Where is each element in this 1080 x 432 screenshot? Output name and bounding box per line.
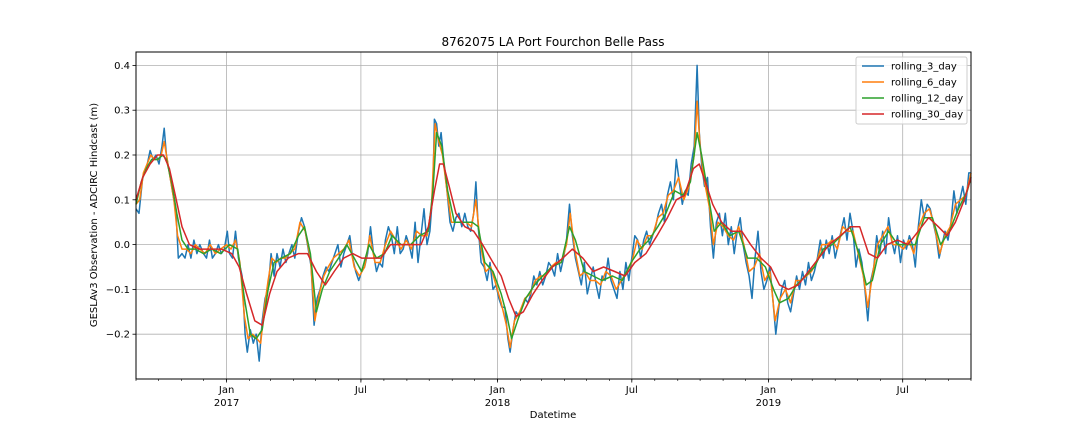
x-tick-label: Jan [760,385,776,396]
x-tick-year-label: 2019 [756,398,781,409]
x-axis-label: Datetime [530,410,577,421]
y-tick-label: −0.1 [106,285,130,296]
y-tick-label: 0.3 [114,106,130,117]
series-line-rolling-3-day [135,64,971,362]
plot-area-frame [135,51,972,380]
y-tick-label: 0.4 [114,61,130,72]
y-tick-label: −0.2 [106,330,130,341]
x-tick-year-label: 2018 [485,398,510,409]
y-axis-label: GESLAv3 Observation - ADCIRC Hindcast (m… [89,103,100,327]
x-axis: Jan 2017 Jul Jan 2018 Jul Jan 2019 Jul [135,379,972,409]
y-tick-label: 0.2 [114,151,130,162]
x-tick-label: Jan [218,385,234,396]
x-tick-label: Jul [625,385,638,396]
legend-label-rolling-30-day: rolling_30_day [891,110,963,121]
x-tick-label: Jul [354,385,367,396]
x-tick-label: Jan [489,385,505,396]
y-tick-label: 0.1 [114,195,130,206]
y-tick-label: 0.0 [114,240,130,251]
legend: rolling_3_day rolling_6_day rolling_12_day… [855,56,968,125]
legend-label-rolling-12-day: rolling_12_day [891,94,963,105]
x-tick-label: Jul [896,385,909,396]
chart-title: 8762075 LA Port Fourchon Belle Pass [442,35,665,49]
y-axis: −0.2 −0.1 0.0 0.1 0.2 0.3 0.4 [106,61,136,341]
grid-lines [136,52,971,379]
x-tick-year-label: 2017 [214,398,239,409]
legend-label-rolling-3-day: rolling_3_day [891,62,957,73]
legend-label-rolling-6-day: rolling_6_day [891,78,957,89]
series-lines [135,64,972,362]
legend-box [855,56,968,125]
series-line-rolling-30-day [135,154,972,326]
